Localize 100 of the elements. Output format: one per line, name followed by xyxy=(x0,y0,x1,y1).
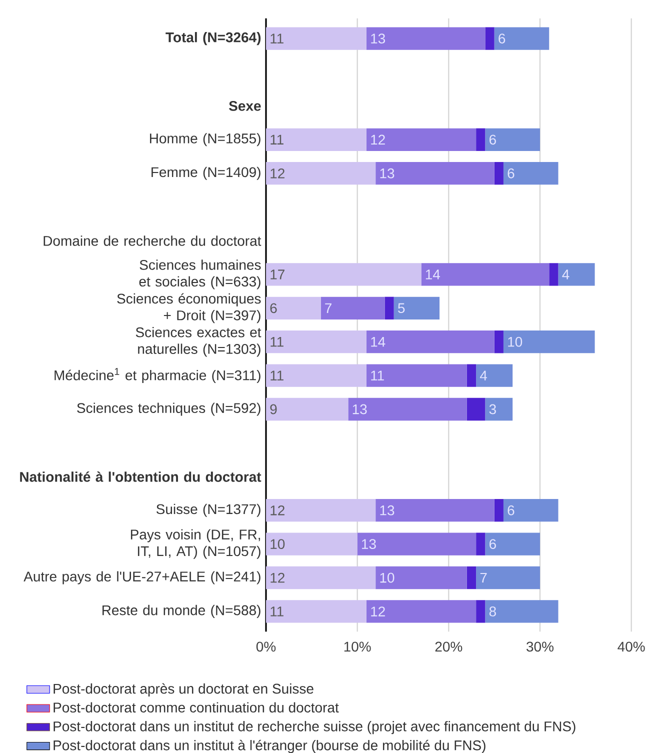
bar xyxy=(357,532,476,556)
bar xyxy=(366,330,494,354)
bar xyxy=(494,27,550,50)
bar xyxy=(384,296,394,320)
bar xyxy=(266,263,422,286)
bar xyxy=(266,27,366,50)
data-label: 17 xyxy=(270,270,284,280)
bar xyxy=(376,499,494,522)
data-label: 11 xyxy=(270,134,284,144)
bar xyxy=(376,566,467,590)
y-tick-label: Homme (N=1855) xyxy=(150,133,260,146)
legend-label: Post-doctorat dans un institut de recherche suisse (projet avec financement du FNS) xyxy=(54,721,576,734)
data-label: 7 xyxy=(325,303,332,313)
bar xyxy=(266,398,348,421)
bar xyxy=(366,364,467,387)
bar xyxy=(558,263,595,286)
x-tick-label: 20% xyxy=(435,642,462,652)
y-tick-label: Médecine$^{1}$ et pharmacie (N=311) xyxy=(54,368,260,384)
bar xyxy=(320,296,385,320)
bar xyxy=(476,600,486,623)
data-label: 7 xyxy=(480,572,487,583)
bar xyxy=(485,532,540,556)
x-tick-label: 10% xyxy=(344,642,371,652)
data-label: 13 xyxy=(380,168,394,178)
y-tick-label: Nationalité à l'obtention du doctorat xyxy=(20,471,262,482)
data-label: 6 xyxy=(490,539,496,550)
y-tick-label: Reste du monde (N=588) xyxy=(102,604,260,618)
bar xyxy=(421,263,550,286)
bar xyxy=(494,330,504,354)
bar xyxy=(494,499,504,522)
y-tick-label: Sciences exactes et naturelles (N=1303) xyxy=(136,326,262,357)
y-tick-label: Total (N=3264) xyxy=(166,32,261,46)
data-label: 13 xyxy=(371,34,386,44)
bar xyxy=(503,499,558,522)
bar xyxy=(266,296,321,320)
legend-label: Post-doctorat après un doctorat en Suisse xyxy=(54,683,314,696)
data-label: 13 xyxy=(380,505,394,516)
bar xyxy=(503,330,595,354)
y-tick-label: Sciences économiques + Droit (N=397) xyxy=(117,293,261,324)
bar xyxy=(266,364,366,387)
y-tick-label: Pays voisin (DE, FR, IT, LI, AT) (N=1057) xyxy=(130,529,260,559)
bar xyxy=(466,566,476,590)
data-label: 8 xyxy=(489,606,496,616)
y-tick-label: Sciences humaines et sociales (N=633) xyxy=(139,260,261,290)
bar xyxy=(266,566,376,590)
data-label: 4 xyxy=(480,370,488,380)
data-label: 5 xyxy=(398,303,405,314)
data-label: 11 xyxy=(270,337,284,347)
x-tick-label: 40% xyxy=(618,642,645,652)
x-tick-label: 30% xyxy=(526,642,554,652)
bar xyxy=(485,600,558,623)
data-label: 14 xyxy=(426,270,440,280)
y-tick-label: Femme (N=1409) xyxy=(152,166,260,180)
bar xyxy=(466,364,476,387)
data-label: 13 xyxy=(352,404,367,414)
data-label: 6 xyxy=(490,134,496,145)
bar xyxy=(466,398,486,421)
data-label: 4 xyxy=(562,270,570,280)
data-label: 11 xyxy=(270,34,284,44)
data-label: 12 xyxy=(371,606,385,616)
bar xyxy=(366,600,476,623)
bar xyxy=(266,162,376,185)
bar xyxy=(266,128,366,151)
data-label: 6 xyxy=(498,34,506,44)
data-label: 14 xyxy=(371,337,386,347)
data-label: 6 xyxy=(270,303,277,314)
bar xyxy=(485,128,540,151)
bar xyxy=(476,128,486,151)
bar xyxy=(376,162,494,185)
data-label: 11 xyxy=(371,370,384,380)
data-label: 11 xyxy=(270,370,284,380)
data-label: 11 xyxy=(270,606,284,616)
bar xyxy=(485,398,513,421)
bar xyxy=(549,263,558,286)
bar xyxy=(476,566,540,590)
data-label: 6 xyxy=(508,505,514,516)
data-label: 12 xyxy=(371,134,385,145)
y-tick-label: Sciences techniques (N=592) xyxy=(77,402,260,416)
bar xyxy=(348,398,467,421)
y-tick-label: Domaine de recherche du doctorat xyxy=(44,236,262,246)
bar xyxy=(476,532,486,556)
bar xyxy=(476,364,513,387)
bar xyxy=(503,162,558,185)
bar xyxy=(266,600,366,623)
data-label: 12 xyxy=(270,168,284,178)
data-label: 10 xyxy=(508,336,522,347)
legend-label: Post-doctorat dans un institut à l'étranger (bourse de mobilité du FNS) xyxy=(54,740,486,753)
bar xyxy=(366,27,486,50)
y-tick-label: Sexe xyxy=(228,101,261,111)
bar xyxy=(266,532,358,556)
bar xyxy=(266,330,366,354)
y-tick-label: Autre pays de l'UE-27+AELE (N=241) xyxy=(24,571,260,584)
data-label: 3 xyxy=(489,404,496,414)
bar xyxy=(394,296,440,320)
data-label: 13 xyxy=(362,539,376,550)
bar xyxy=(485,27,494,50)
data-label: 9 xyxy=(270,404,277,414)
data-label: 10 xyxy=(380,572,394,583)
bar xyxy=(494,162,504,185)
data-label: 12 xyxy=(270,505,284,516)
